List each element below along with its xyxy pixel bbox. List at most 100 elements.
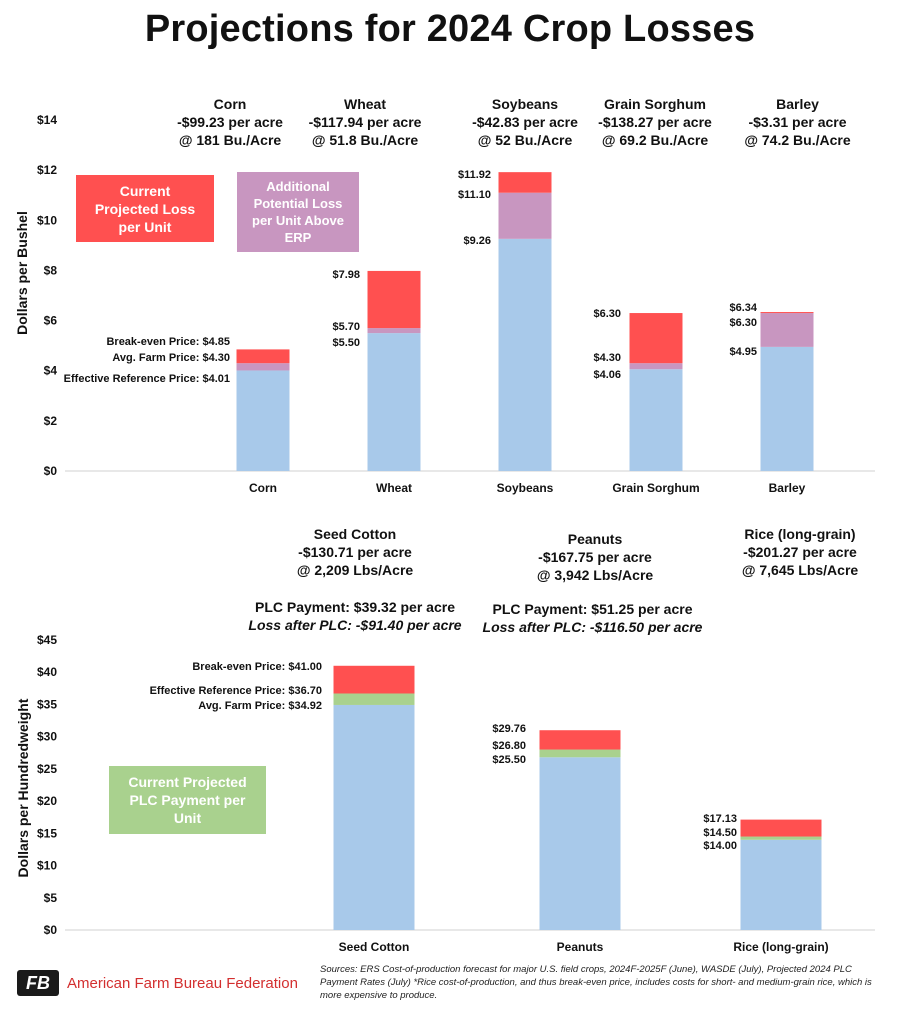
y-tick-label: $10 [37, 213, 57, 227]
data-label: Break-even Price: $4.85 [106, 336, 230, 348]
x-category-label: Soybeans [497, 481, 554, 495]
bar-segment-effective-reference-price [367, 333, 421, 471]
y-tick-label: $0 [44, 923, 58, 937]
bar-segment-additional-potential-loss-per-unit-above-erp [498, 192, 552, 239]
header-loss: -$167.75 per acre [538, 549, 652, 565]
x-category-label: Barley [769, 481, 806, 495]
header-name: Corn [213, 96, 247, 112]
y-tick-label: $20 [37, 794, 57, 808]
bar-segment-break-even-price [333, 665, 415, 694]
data-label: $5.70 [332, 321, 360, 333]
data-label: $29.76 [492, 723, 526, 735]
y-tick-label: $15 [37, 826, 57, 840]
y-tick-label: $2 [44, 414, 58, 428]
data-label: $11.92 [458, 169, 491, 181]
y-tick-label: $25 [37, 762, 57, 776]
y-tick-label: $12 [37, 163, 57, 177]
data-label: $17.13 [703, 813, 737, 825]
plc-payment: PLC Payment: $39.32 per acre [255, 599, 455, 615]
data-label: $4.06 [593, 369, 621, 381]
header-yield: @ 69.2 Bu./Acre [601, 132, 709, 148]
header-yield: @ 7,645 Lbs/Acre [741, 562, 859, 578]
loss-after-plc: Loss after PLC: -$91.40 per acre [248, 617, 462, 633]
header-peanuts: Peanuts -$167.75 per acre @ 3,942 Lbs/Ac… [505, 530, 685, 584]
data-label: $26.80 [492, 740, 526, 752]
header-name: Soybeans [491, 96, 559, 112]
bar-segment-current-projected-plc-payment-per-unit [333, 693, 415, 705]
bar-segment-avg-farm-price [333, 704, 415, 930]
data-label: $6.34 [729, 302, 757, 314]
y-tick-label: $6 [44, 314, 58, 328]
bar-segment-break-even-price [740, 819, 822, 837]
x-category-label: Grain Sorghum [612, 481, 699, 495]
header-yield: @ 52 Bu./Acre [477, 132, 573, 148]
data-label: Effective Reference Price: $36.70 [150, 685, 322, 697]
y-tick-label: $14 [37, 113, 57, 127]
y-tick-label: $4 [44, 364, 58, 378]
data-label: $6.30 [593, 308, 621, 320]
y-tick-label: $40 [37, 665, 57, 679]
bar-segment-effective-reference-price [236, 370, 290, 471]
header-name: Wheat [344, 96, 386, 112]
header-yield: @ 51.8 Bu./Acre [311, 132, 419, 148]
data-label: $14.50 [703, 827, 737, 839]
header-loss: -$138.27 per acre [598, 114, 712, 130]
y-tick-label: $0 [44, 464, 58, 478]
y-tick-label: $45 [37, 633, 57, 647]
data-label: $25.50 [492, 754, 526, 766]
afbf-logo: FB American Farm Bureau Federation [17, 970, 298, 996]
header-soybeans: Soybeans -$42.83 per acre @ 52 Bu./Acre [450, 95, 600, 149]
header-wheat: Wheat -$117.94 per acre @ 51.8 Bu./Acre [290, 95, 440, 149]
bar-segment-effective-reference-price [760, 346, 814, 471]
header-loss: -$201.27 per acre [743, 544, 857, 560]
bar-segment-current-projected-loss-per-unit [367, 270, 421, 329]
plc-note-peanuts: PLC Payment: $51.25 per acre Loss after … [470, 600, 715, 636]
data-label: $9.26 [463, 235, 491, 247]
bar-segment-current-projected-plc-payment-per-unit [740, 836, 822, 840]
bar-segment-effective-reference-price [629, 369, 683, 471]
x-category-label: Wheat [376, 481, 412, 495]
x-category-label: Rice (long-grain) [733, 940, 828, 954]
bar-segment-effective-reference-price [498, 238, 552, 471]
header-rice: Rice (long-grain) -$201.27 per acre @ 7,… [715, 525, 885, 579]
data-label: $4.95 [729, 346, 757, 358]
header-loss: -$117.94 per acre [308, 114, 422, 130]
page-title: Projections for 2024 Crop Losses [144, 8, 756, 50]
data-label: $6.30 [729, 317, 757, 329]
x-category-label: Seed Cotton [339, 940, 410, 954]
x-category-label: Peanuts [557, 940, 604, 954]
y-tick-label: $30 [37, 730, 57, 744]
bar-segment-additional-potential-loss-per-unit-above-erp [236, 363, 290, 371]
legend-plc-payment: Current Projected PLC Payment per Unit [109, 766, 266, 834]
header-loss: -$130.71 per acre [298, 544, 412, 560]
header-loss: -$3.31 per acre [748, 114, 847, 130]
legend-label: Additional Potential Loss per Unit Above… [252, 179, 344, 245]
org-name: American Farm Bureau Federation [67, 974, 298, 992]
header-barley: Barley -$3.31 per acre @ 74.2 Bu./Acre [720, 95, 875, 149]
data-label: $7.98 [332, 269, 360, 281]
header-yield: @ 3,942 Lbs/Acre [536, 567, 654, 583]
afbf-mark-text: FB [26, 973, 50, 993]
plc-note-cotton: PLC Payment: $39.32 per acre Loss after … [235, 598, 475, 634]
bar-segment-additional-potential-loss-per-unit-above-erp [367, 328, 421, 334]
sources-note: Sources: ERS Cost-of-production forecast… [320, 964, 872, 1001]
bar-segment-current-projected-loss-per-unit [629, 313, 683, 364]
header-name: Seed Cotton [313, 526, 397, 542]
legend-potential-loss: Additional Potential Loss per Unit Above… [237, 172, 359, 252]
data-label: $11.10 [458, 189, 491, 201]
loss-after-plc: Loss after PLC: -$116.50 per acre [482, 619, 703, 635]
y-tick-label: $5 [44, 891, 58, 905]
bar-segment-avg-farm-price [740, 839, 822, 930]
bar-segment-current-projected-loss-per-unit [236, 349, 290, 364]
y-tick-label: $8 [44, 263, 58, 277]
bar-segment-break-even-price [539, 730, 621, 750]
header-name: Peanuts [567, 531, 623, 547]
legend-current-loss: Current Projected Loss per Unit [76, 175, 214, 242]
data-label: Break-even Price: $41.00 [192, 661, 322, 673]
legend-label: Current Projected Loss per Unit [94, 182, 196, 235]
header-yield: @ 2,209 Lbs/Acre [296, 562, 414, 578]
bar-segment-current-projected-loss-per-unit [498, 172, 552, 193]
header-name: Grain Sorghum [604, 96, 706, 112]
header-grain-sorghum: Grain Sorghum -$138.27 per acre @ 69.2 B… [580, 95, 730, 149]
